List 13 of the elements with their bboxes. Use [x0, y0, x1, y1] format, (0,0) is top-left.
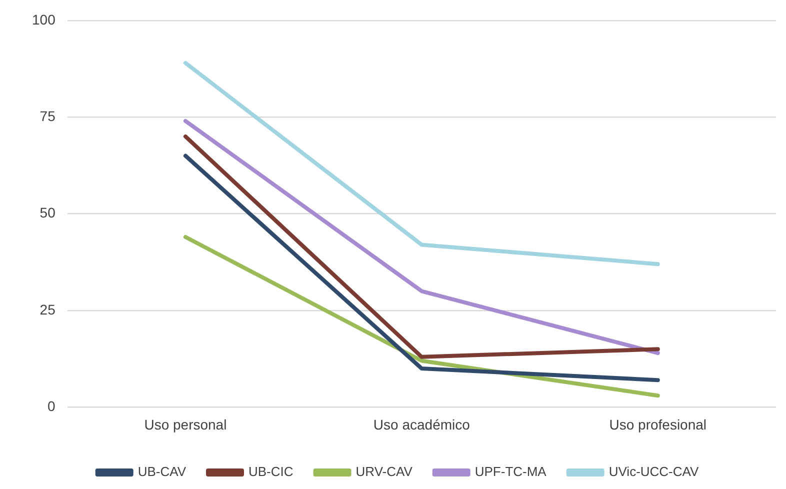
y-tick-label: 75 — [40, 108, 56, 124]
y-tick-label: 25 — [40, 301, 56, 318]
x-tick-label: Uso profesional — [609, 416, 707, 432]
y-tick-label: 100 — [32, 11, 56, 28]
x-tick-label: Uso personal — [144, 416, 227, 432]
legend-label: UVic-UCC-CAV — [608, 464, 699, 480]
x-tick-label: Uso académico — [373, 416, 470, 432]
legend-label: UPF-TC-MA — [474, 464, 547, 480]
legend-label: URV-CAV — [356, 464, 413, 480]
y-tick-label: 0 — [48, 398, 56, 414]
legend-label: UB-CAV — [138, 464, 186, 480]
y-tick-label: 50 — [40, 204, 56, 221]
legend-label: UB-CIC — [248, 464, 294, 480]
